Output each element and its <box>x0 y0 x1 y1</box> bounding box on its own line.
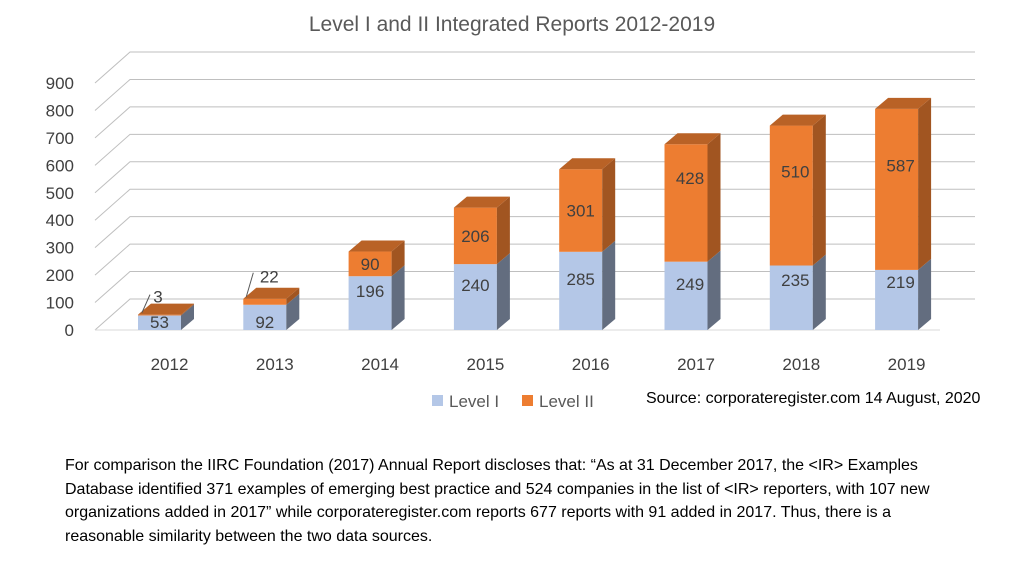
bar-side <box>602 158 616 252</box>
gridline <box>94 161 975 194</box>
gridline <box>94 78 975 111</box>
x-tick-label: 2015 <box>466 355 504 374</box>
bar-side <box>602 240 616 330</box>
x-tick-label: 2012 <box>151 355 189 374</box>
bar-side <box>496 196 510 265</box>
bar-top <box>453 196 510 208</box>
x-axis: 2012 2013 2014 2015 2016 2017 2018 2019 <box>151 355 926 374</box>
y-axis: 0 100 200 300 400 500 600 700 800 900 <box>46 74 74 340</box>
bar-level-1-2014 <box>348 276 392 330</box>
y-tick-label: 700 <box>46 129 74 148</box>
bar-level-2-2015 <box>453 207 497 265</box>
gridline <box>94 298 975 331</box>
y-tick-label: 900 <box>46 74 74 93</box>
footnote-text: For comparison the IIRC Foundation (2017… <box>65 457 930 545</box>
bar-level-1-2018 <box>769 265 813 330</box>
data-label-level-1: 53 <box>150 313 169 332</box>
source-note: Source: corporateregister.com 14 August,… <box>646 390 981 407</box>
label-leader-line <box>141 294 151 313</box>
bar-level-2-2012 <box>138 314 181 316</box>
label-leader-line <box>245 272 254 297</box>
bar-top <box>138 303 194 315</box>
bar-side <box>181 303 194 316</box>
bar-top <box>348 240 405 252</box>
bar-level-2-2013 <box>243 298 287 305</box>
bar-side <box>286 293 300 330</box>
data-label-level-2: 3 <box>153 288 162 307</box>
y-tick-label: 300 <box>46 239 74 258</box>
gridline <box>94 271 975 303</box>
gridline <box>94 243 975 276</box>
data-label-level-2: 428 <box>676 169 704 188</box>
data-label-level-2: 510 <box>781 163 809 182</box>
bar-top <box>664 133 721 145</box>
bar-level-1-2016 <box>559 251 603 330</box>
data-label-level-2: 587 <box>886 156 914 175</box>
bar-top <box>875 97 932 109</box>
data-label-level-1: 240 <box>461 276 489 295</box>
y-tick-label: 200 <box>46 266 74 285</box>
bar-side <box>707 250 721 330</box>
stacked-bar-chart: Level I and II Integrated Reports 2012-2… <box>46 13 975 411</box>
legend-label: Level II <box>539 392 594 411</box>
bar-level-1-2013 <box>243 304 287 330</box>
bar-side <box>181 304 194 330</box>
legend: Level I Level II <box>432 392 594 411</box>
legend-label: Level I <box>449 392 499 411</box>
bar-side <box>812 114 826 266</box>
data-label-level-1: 196 <box>356 282 384 301</box>
data-label-level-2: 22 <box>260 268 279 287</box>
bar-top <box>559 158 616 170</box>
y-tick-label: 800 <box>46 101 74 120</box>
gridline <box>94 216 975 249</box>
y-tick-label: 500 <box>46 184 74 203</box>
chart-title: Level I and II Integrated Reports 2012-2… <box>309 13 715 36</box>
bar-side <box>391 240 405 277</box>
x-tick-label: 2013 <box>256 355 294 374</box>
y-tick-label: 100 <box>46 294 74 313</box>
bar-level-2-2017 <box>664 144 708 262</box>
bars: 53 3 92 22 196 90 240 206 285 301 249 428 235 510 219 5… <box>138 97 932 332</box>
y-tick-label: 600 <box>46 156 74 175</box>
x-tick-label: 2018 <box>782 355 820 374</box>
bar-side <box>707 133 721 262</box>
bar-side <box>391 265 405 330</box>
bar-side <box>286 287 300 305</box>
bar-level-2-2016 <box>559 169 603 252</box>
bar-level-2-2014 <box>348 251 392 277</box>
data-label-level-2: 301 <box>567 201 595 220</box>
data-label-level-1: 249 <box>676 275 704 294</box>
gridline <box>94 51 975 84</box>
bar-level-1-2019 <box>875 269 919 330</box>
bar-level-2-2019 <box>875 108 919 270</box>
bar-level-1-2017 <box>664 261 708 330</box>
bar-level-2-2018 <box>769 125 813 266</box>
data-label-level-1: 219 <box>886 273 914 292</box>
data-label-level-1: 285 <box>567 270 595 289</box>
gridline <box>94 188 975 221</box>
x-tick-label: 2017 <box>677 355 715 374</box>
bar-side <box>496 253 510 330</box>
data-label-level-2: 90 <box>361 255 380 274</box>
x-tick-label: 2014 <box>361 355 399 374</box>
bar-side <box>918 258 932 330</box>
bar-level-1-2015 <box>453 264 497 330</box>
x-tick-label: 2016 <box>572 355 610 374</box>
y-tick-label: 400 <box>46 211 74 230</box>
data-label-level-1: 235 <box>781 271 809 290</box>
x-tick-label: 2019 <box>888 355 926 374</box>
gridline <box>94 133 975 166</box>
bar-side <box>918 97 932 270</box>
gridlines <box>94 51 975 331</box>
data-label-level-1: 92 <box>255 313 274 332</box>
bar-top <box>769 114 826 126</box>
bar-top <box>243 287 300 299</box>
legend-swatch-level-2 <box>522 395 533 406</box>
gridline <box>94 106 975 139</box>
bar-side <box>812 254 826 330</box>
bar-level-1-2012 <box>138 315 181 330</box>
data-label-level-2: 206 <box>461 227 489 246</box>
legend-swatch-level-1 <box>432 395 443 406</box>
y-tick-label: 0 <box>65 321 74 340</box>
